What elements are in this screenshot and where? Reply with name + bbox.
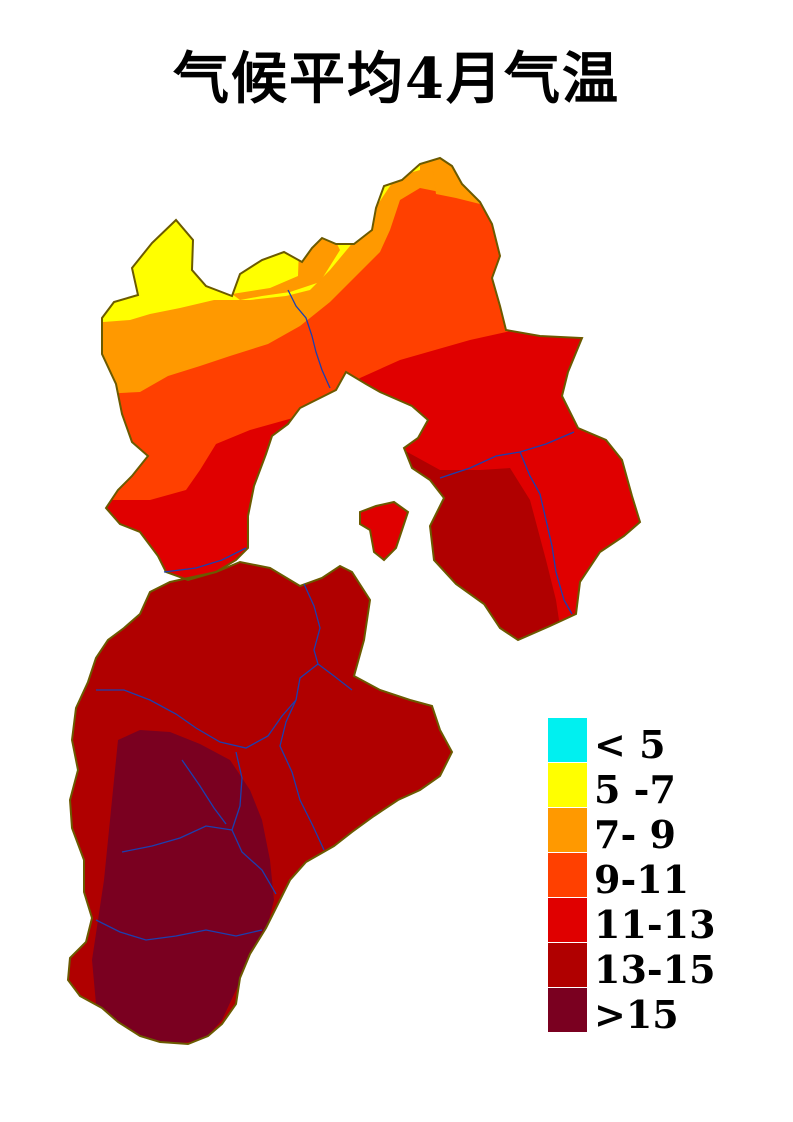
- legend-item-lt5: < 5: [548, 718, 748, 767]
- legend-swatch: [548, 853, 587, 898]
- admin-line: [519, 451, 573, 615]
- legend-item-13-15: 13-15: [548, 943, 748, 992]
- legend-swatch: [548, 808, 587, 853]
- legend-label: 7- 9: [594, 812, 676, 857]
- map-title: 气候平均4月气温: [173, 46, 620, 112]
- legend-item-5-7: 5 -7: [548, 763, 748, 812]
- admin-line: [303, 583, 353, 691]
- legend-item-7-9: 7- 9: [548, 808, 748, 857]
- legend-swatch: [548, 988, 587, 1033]
- admin-line: [95, 919, 263, 941]
- admin-line: [181, 759, 227, 825]
- band-above-15: [92, 730, 274, 1044]
- legend-label: 5 -7: [594, 767, 676, 812]
- admin-line: [163, 547, 247, 573]
- admin-line: [287, 289, 331, 389]
- legend-swatch: [548, 763, 587, 808]
- enclave-boundary: [359, 500, 410, 562]
- legend-label: 13-15: [594, 947, 716, 992]
- legend-item-9-11: 9-11: [548, 853, 748, 902]
- legend-label: 9-11: [594, 857, 690, 902]
- admin-lines: [95, 289, 575, 941]
- legend-item-11-13: 11-13: [548, 898, 748, 947]
- legend-swatch: [548, 718, 587, 763]
- legend: < 5 5 -7 7- 9 9-11 11-13 13-15 >15: [548, 718, 748, 1037]
- north-boundary: [101, 156, 642, 642]
- admin-line: [279, 699, 325, 851]
- south-boundary: [66, 560, 454, 1046]
- legend-swatch: [548, 898, 587, 943]
- admin-line: [439, 431, 575, 479]
- band-9-11: [102, 158, 640, 500]
- province-boundary: [66, 156, 642, 1046]
- legend-swatch: [548, 943, 587, 988]
- legend-label: >15: [594, 992, 679, 1037]
- legend-label: < 5: [594, 722, 666, 767]
- admin-line: [96, 663, 319, 749]
- admin-line: [121, 825, 233, 853]
- legend-item-gt15: >15: [548, 988, 748, 1037]
- legend-label: 11-13: [594, 902, 716, 947]
